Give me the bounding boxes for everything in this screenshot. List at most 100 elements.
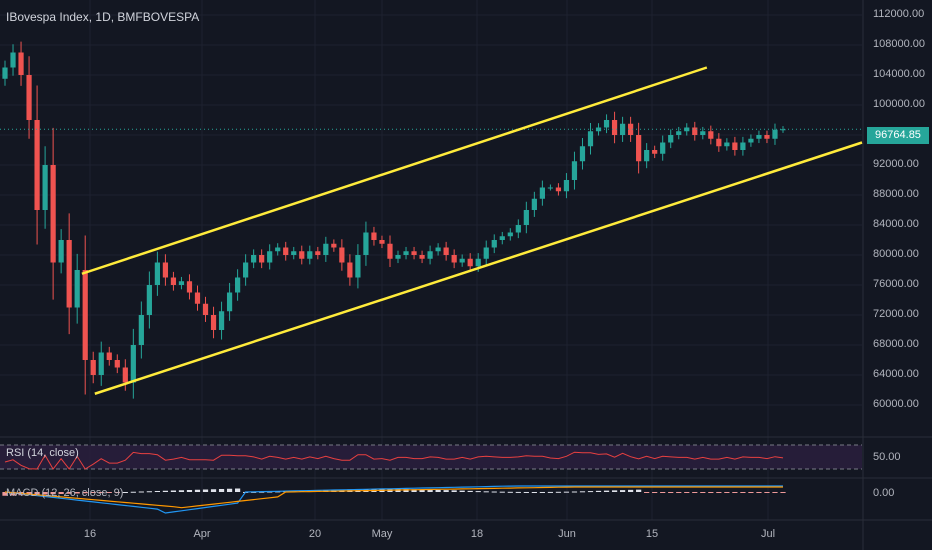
macd-histogram-bar — [234, 488, 241, 492]
macd-histogram-bar — [218, 489, 225, 492]
candle — [114, 360, 120, 368]
candle — [772, 129, 778, 139]
price-tick-label: 92000.00 — [873, 158, 919, 170]
macd-histogram-bar — [780, 492, 786, 493]
candle — [764, 135, 770, 139]
candle — [226, 292, 233, 312]
price-tick-label: 72000.00 — [873, 308, 919, 320]
macd-histogram-bar — [106, 492, 112, 493]
candle — [315, 251, 321, 255]
candle — [740, 142, 746, 150]
macd-histogram-bar — [628, 489, 634, 492]
candle — [387, 243, 393, 259]
candle — [234, 277, 241, 293]
price-tick-label: 104000.00 — [873, 68, 925, 80]
macd-histogram-bar — [403, 489, 409, 492]
candle — [523, 210, 529, 225]
macd-histogram-bar — [716, 492, 722, 493]
time-tick-label: Jun — [558, 528, 576, 540]
macd-histogram-bar — [491, 491, 497, 493]
macd-histogram-bar — [531, 492, 537, 493]
candle — [563, 180, 570, 192]
candle — [122, 367, 128, 383]
macd-histogram-bar — [644, 492, 650, 493]
price-tick-label: 88000.00 — [873, 188, 919, 200]
candle — [323, 243, 329, 255]
price-tick-label: 60000.00 — [873, 398, 919, 410]
candle — [619, 123, 626, 135]
macd-histogram-bar — [636, 489, 642, 492]
macd-histogram-bar — [90, 492, 96, 493]
candle — [756, 135, 762, 139]
candle — [186, 281, 193, 293]
candle — [58, 240, 64, 263]
macd-histogram-bar — [443, 490, 449, 492]
candle — [660, 142, 666, 154]
candle — [515, 225, 521, 233]
candle — [748, 138, 754, 143]
macd-histogram-bar — [34, 492, 40, 495]
candle — [435, 247, 441, 252]
macd-histogram-bar — [732, 492, 738, 493]
candle — [676, 131, 682, 135]
candle — [587, 131, 594, 147]
macd-histogram-bar — [692, 492, 698, 493]
candle — [531, 198, 537, 210]
macd-histogram-bar — [740, 492, 746, 493]
candle — [716, 138, 722, 147]
candle — [491, 240, 497, 248]
last-price-tag: 96764.85 — [867, 127, 929, 144]
candle — [291, 251, 297, 255]
macd-histogram-bar — [146, 491, 152, 493]
time-tick-label: 20 — [308, 528, 322, 540]
candle — [652, 150, 658, 154]
macd-histogram-bar — [587, 491, 594, 493]
candle — [339, 247, 345, 263]
macd-histogram-bar — [170, 490, 177, 492]
candle — [595, 127, 602, 132]
price-tick-label: 112000.00 — [873, 8, 925, 20]
macd-signal-line — [4, 486, 783, 509]
candle — [146, 285, 152, 315]
macd-histogram-bar — [202, 489, 209, 492]
candle — [138, 315, 144, 345]
candle — [547, 187, 554, 189]
time-tick-label: Apr — [193, 528, 211, 540]
candle — [2, 67, 8, 79]
time-tick-label: May — [371, 528, 393, 540]
candle — [178, 281, 185, 285]
candle — [82, 270, 88, 360]
candle — [74, 270, 80, 308]
candle — [106, 352, 112, 360]
candle — [780, 129, 786, 131]
candle — [26, 75, 32, 120]
candle — [708, 131, 714, 139]
rsi-line — [4, 451, 784, 470]
price-tick-label: 108000.00 — [873, 38, 925, 50]
candle — [483, 247, 489, 259]
chart-title: IBovespa Index, 1D, BMFBOVESPA — [6, 10, 200, 24]
macd-histogram-bar — [122, 492, 128, 493]
candle — [724, 142, 730, 147]
candle — [50, 165, 56, 263]
macd-histogram-bar — [571, 491, 578, 493]
candle — [162, 262, 169, 278]
macd-histogram-bar — [50, 492, 56, 495]
macd-histogram-bar — [700, 492, 706, 493]
macd-histogram-bar — [579, 491, 586, 493]
candle — [90, 360, 96, 375]
candle — [210, 315, 217, 330]
candle — [202, 303, 209, 315]
macd-histogram-bar — [515, 491, 521, 493]
candle — [684, 127, 690, 132]
price-tick-label: 68000.00 — [873, 338, 919, 350]
macd-histogram-bar — [10, 492, 16, 496]
macd-histogram-bar — [764, 492, 770, 493]
macd-histogram-bar — [42, 492, 48, 495]
price-tick-label: 80000.00 — [873, 248, 919, 260]
candle — [451, 255, 457, 263]
time-tick-label: Jul — [760, 528, 776, 540]
candle — [130, 345, 136, 383]
macd-histogram-bar — [66, 492, 72, 494]
